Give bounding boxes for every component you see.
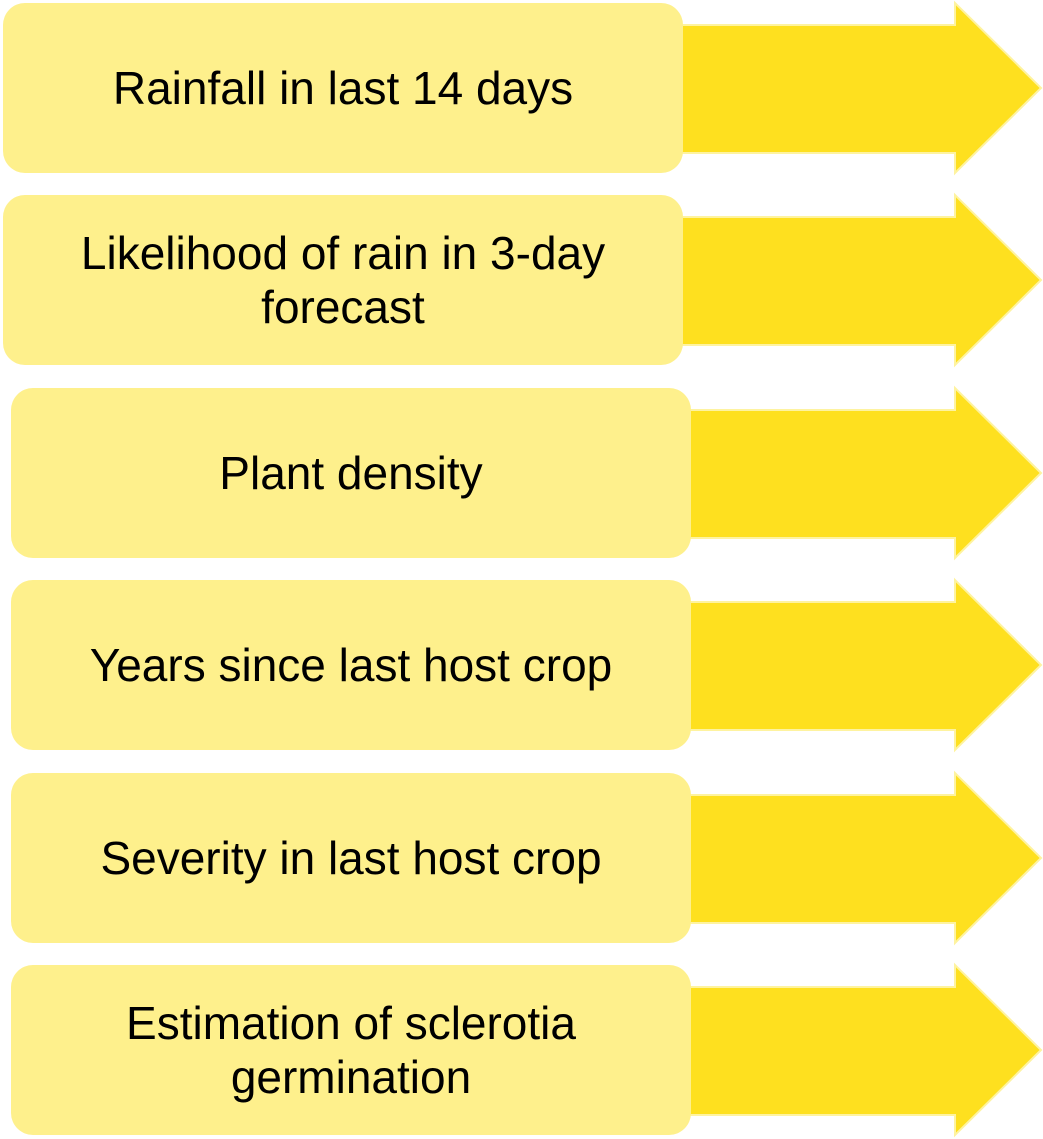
factor-box: Severity in last host crop (11, 773, 691, 943)
arrow (686, 385, 1043, 561)
arrow (678, 192, 1043, 368)
factor-box: Plant density (11, 388, 691, 558)
arrow (686, 770, 1043, 946)
factor-box: Likelihood of rain in 3-day forecast (3, 195, 683, 365)
arrow (686, 577, 1043, 753)
factor-box: Estimation of sclerotia germination (11, 965, 691, 1135)
factor-box: Rainfall in last 14 days (3, 3, 683, 173)
factor-box: Years since last host crop (11, 580, 691, 750)
arrow (678, 0, 1043, 176)
arrow (686, 962, 1043, 1138)
